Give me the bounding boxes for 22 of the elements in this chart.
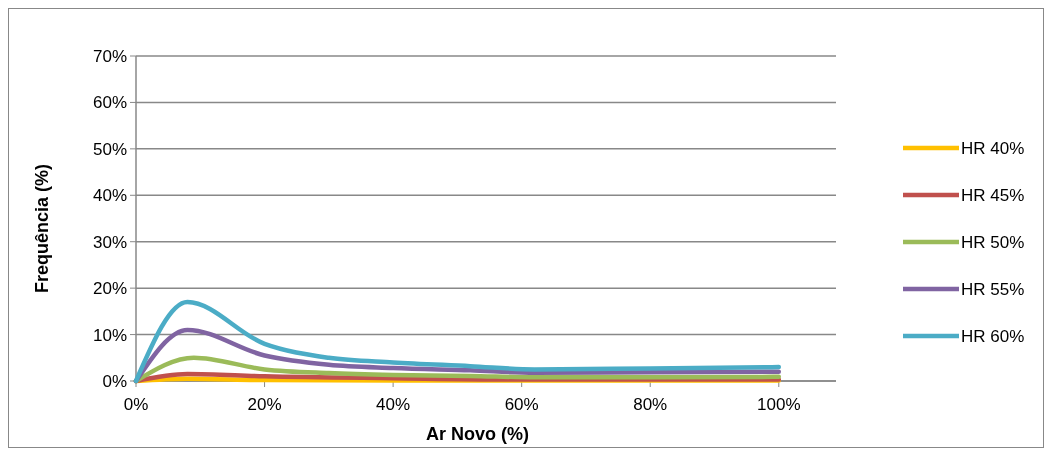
x-tick-label: 100% [757,395,801,414]
y-tick-label: 10% [92,325,127,345]
y-tick-label: 40% [92,186,127,206]
x-tick-label: 60% [504,395,539,414]
line-series [133,299,782,384]
y-axis-title: Frequência (%) [32,163,52,294]
x-tick-label: 40% [376,395,411,414]
legend-label: HR 45% [961,185,1025,205]
legend-label: HR 60% [961,326,1025,346]
legend-label: HR 50% [961,232,1025,252]
y-tick-label: 0% [102,371,127,391]
legend-label: HR 40% [961,138,1025,158]
x-tick-label: 20% [247,395,282,414]
x-tick-label: 80% [633,395,668,414]
x-axis-title: Ar Novo (%) [426,424,529,444]
y-tick-label: 70% [92,46,127,66]
y-tick-label: 30% [92,232,127,252]
y-tick-label: 20% [92,279,127,299]
x-tick-label: 0% [123,395,149,414]
y-tick-label: 50% [92,139,127,159]
legend-label: HR 55% [961,279,1025,299]
y-tick-label: 60% [92,93,127,113]
